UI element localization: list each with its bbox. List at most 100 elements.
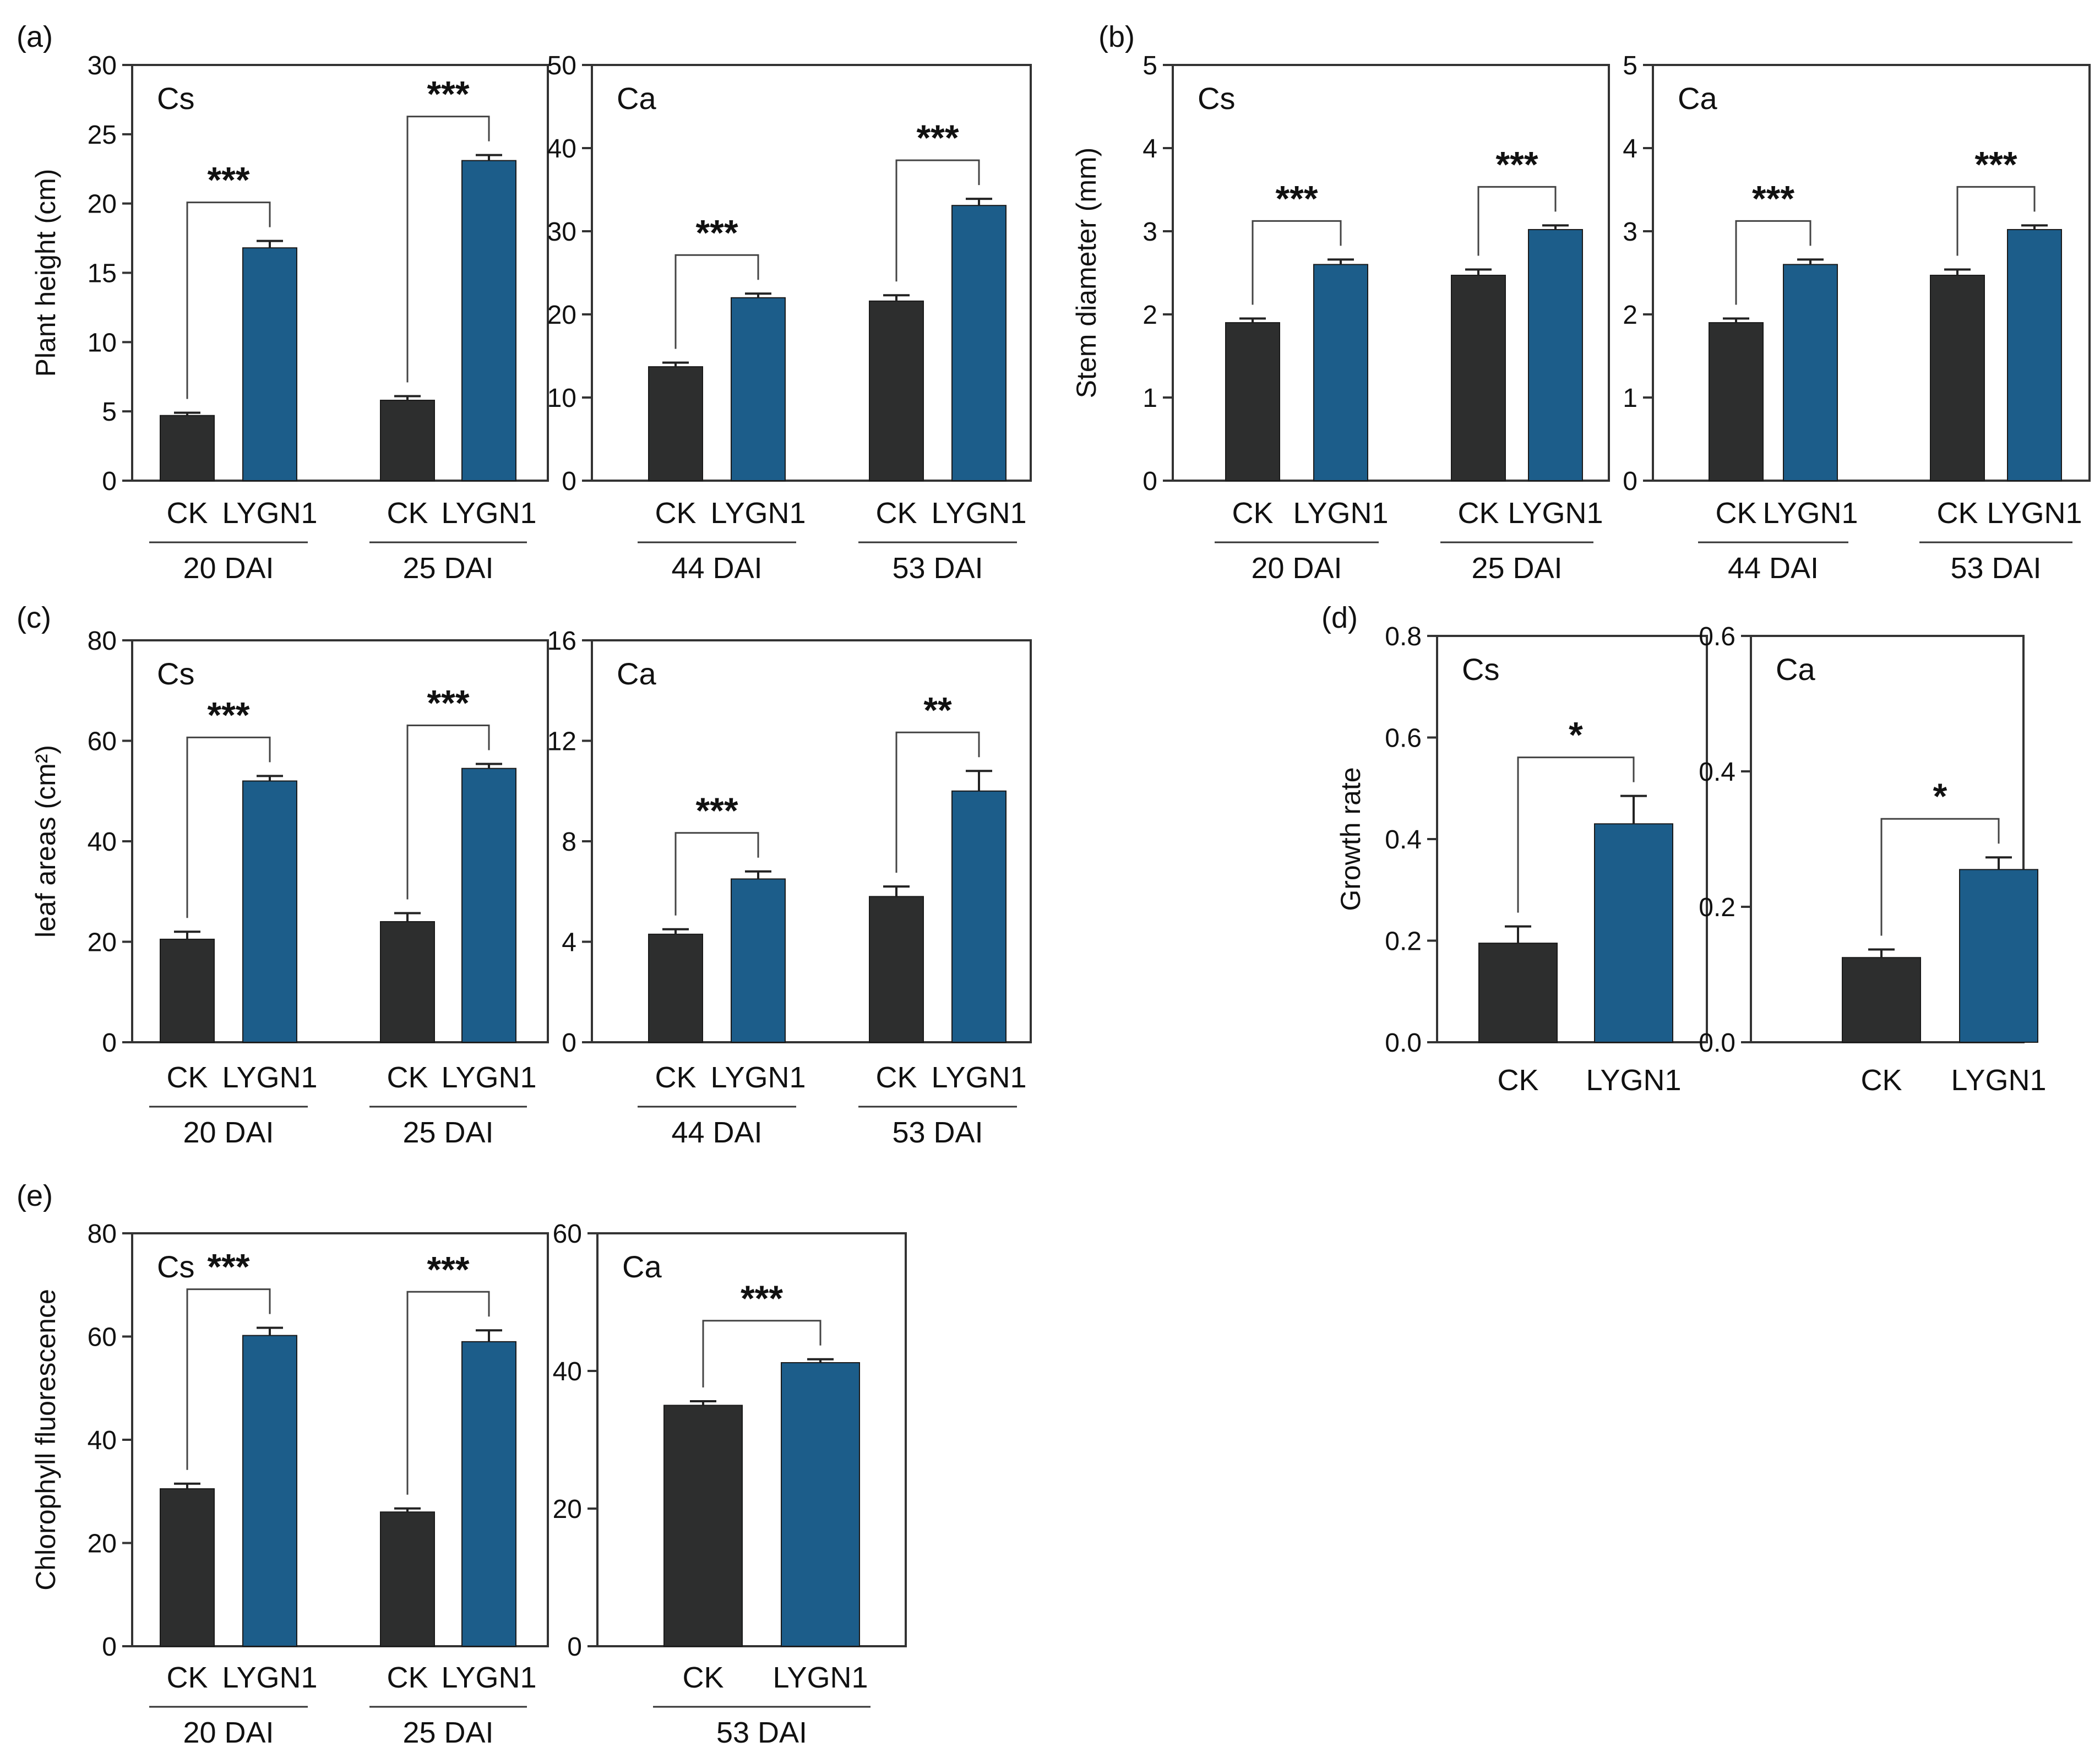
y-tick-label: 12: [547, 727, 576, 756]
group-label: 44 DAI: [1728, 552, 1819, 585]
bar-ck: [160, 938, 215, 1043]
significance-label: ***: [207, 160, 249, 200]
significance-bracket: [1517, 756, 1635, 913]
species-label: Ca: [622, 1249, 662, 1284]
bar-lygn1: [461, 160, 516, 481]
x-category-label: LYGN1: [772, 1661, 868, 1694]
y-tick-label: 0.0: [1385, 1028, 1422, 1058]
y-tick-label: 60: [88, 1323, 117, 1352]
y-tick-label: 3: [1623, 217, 1637, 247]
significance-label: ***: [427, 682, 469, 723]
chart-0-cs: (a) Cs 0 5 10 15 20 25 30 Plant height (cm) CK LYGN…: [17, 20, 549, 585]
plot-frame: [1172, 64, 1610, 482]
bar-ck: [869, 896, 924, 1043]
y-tick-label: 40: [88, 1426, 117, 1455]
significance-label: ***: [207, 694, 249, 735]
x-category-label: CK: [655, 1061, 696, 1094]
bar-ck: [663, 1405, 743, 1647]
group-label: 44 DAI: [671, 1116, 762, 1149]
x-category-label: LYGN1: [1508, 497, 1603, 530]
plot-frame: [591, 64, 1032, 482]
y-tick-label: 20: [88, 1530, 117, 1559]
x-category-label: LYGN1: [1586, 1064, 1681, 1097]
significance-label: ***: [1275, 178, 1318, 219]
y-tick-label: 15: [88, 259, 117, 289]
bar-lygn1: [951, 790, 1007, 1043]
bar-lygn1: [951, 205, 1007, 481]
species-label: Ca: [617, 656, 656, 691]
y-axis-title: leaf areas (cm²): [30, 745, 61, 938]
group-label: 53 DAI: [892, 552, 983, 585]
significance-bracket: [1880, 818, 2000, 936]
significance-bracket: [1477, 186, 1557, 256]
bar-ck: [380, 921, 435, 1043]
plot-frame: [596, 1232, 907, 1647]
bar-lygn1: [1313, 264, 1368, 481]
y-tick-label: 20: [553, 1495, 582, 1524]
bar-ck: [1709, 322, 1764, 481]
species-label: Ca: [617, 81, 656, 116]
y-axis-title: Growth rate: [1335, 767, 1366, 911]
significance-bracket: [674, 832, 759, 916]
species-label: Ca: [1678, 81, 1717, 116]
significance-label: ***: [916, 117, 959, 158]
bar-ck: [648, 933, 703, 1043]
y-tick-label: 0.2: [1385, 927, 1422, 956]
significance-bracket: [1956, 186, 2036, 256]
y-axis-title: Chlorophyll fluorescence: [30, 1289, 61, 1591]
panel-label: (c): [17, 601, 51, 634]
bar-ck: [380, 1511, 435, 1647]
panel-label: (e): [17, 1179, 53, 1212]
bar-lygn1: [242, 780, 297, 1043]
bar-lygn1: [1528, 228, 1583, 481]
x-category-label: LYGN1: [710, 1061, 806, 1094]
x-category-label: CK: [682, 1661, 723, 1694]
y-tick-label: 60: [88, 727, 117, 756]
significance-bracket: [406, 1291, 490, 1495]
x-category-label: CK: [875, 1061, 917, 1094]
significance-bracket: [406, 116, 490, 383]
species-label: Cs: [157, 81, 194, 116]
significance-label: **: [923, 689, 952, 730]
significance-bracket: [186, 736, 271, 918]
y-tick-label: 0: [567, 1632, 582, 1662]
species-label: Ca: [1776, 652, 1815, 687]
bar-ck: [648, 366, 703, 481]
y-tick-label: 40: [547, 134, 576, 164]
species-label: Cs: [1462, 652, 1499, 687]
significance-bracket: [1735, 220, 1811, 305]
x-category-label: CK: [1860, 1064, 1902, 1097]
species-label: Cs: [157, 656, 194, 691]
chart-4-cs: (c) Cs 0 20 40 60 80 leaf areas (cm²) CK LYGN1 ***…: [17, 601, 549, 1149]
y-tick-label: 0: [562, 467, 576, 496]
y-tick-label: 80: [88, 627, 117, 656]
chart-7-ca: Ca 0.0 0.2 0.4 0.6 CK LYGN1 *: [1699, 622, 2046, 1097]
group-label: 20 DAI: [183, 1716, 274, 1749]
x-category-label: CK: [166, 497, 208, 530]
y-tick-label: 4: [1623, 134, 1637, 164]
x-category-label: LYGN1: [710, 497, 806, 530]
significance-label: ***: [207, 1247, 249, 1287]
y-tick-label: 0.8: [1385, 622, 1422, 651]
y-tick-label: 0.4: [1385, 825, 1422, 854]
chart-1-ca: Ca 0 10 20 30 40 50 CK LYGN1 *** 44 DAI CK LYGN1 *** 5…: [547, 51, 1032, 585]
significance-bracket: [186, 1288, 271, 1470]
significance-label: ***: [427, 74, 469, 115]
bar-lygn1: [1594, 823, 1673, 1043]
group-label: 20 DAI: [183, 552, 274, 585]
y-tick-label: 0: [1143, 467, 1157, 496]
x-category-label: CK: [387, 497, 428, 530]
y-tick-label: 40: [88, 828, 117, 857]
chart-9-ca: Ca 0 20 40 60 CK LYGN1 *** 53 DAI: [553, 1220, 907, 1749]
x-category-label: CK: [1232, 497, 1273, 530]
bar-lygn1: [781, 1362, 860, 1647]
x-category-label: LYGN1: [931, 1061, 1026, 1094]
bar-ck: [1225, 322, 1280, 481]
x-category-label: LYGN1: [441, 1061, 536, 1094]
bar-ck: [1451, 275, 1506, 481]
group-label: 20 DAI: [183, 1116, 274, 1149]
group-label: 25 DAI: [1471, 552, 1562, 585]
y-tick-label: 3: [1143, 217, 1157, 247]
